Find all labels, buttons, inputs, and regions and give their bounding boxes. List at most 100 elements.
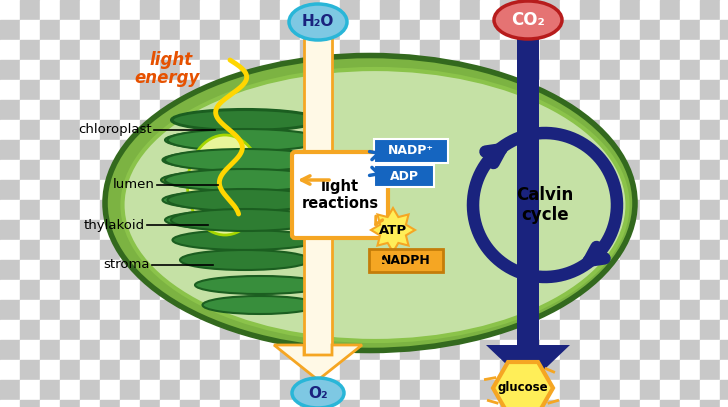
Bar <box>440 120 460 140</box>
Bar <box>720 80 728 100</box>
Bar <box>300 180 320 200</box>
Text: energy: energy <box>135 69 200 87</box>
Bar <box>260 140 280 160</box>
Bar <box>60 100 80 120</box>
Bar <box>380 400 400 407</box>
Bar <box>640 240 660 260</box>
Bar <box>220 120 240 140</box>
Bar <box>720 220 728 240</box>
Bar <box>120 140 140 160</box>
Bar <box>720 40 728 60</box>
Bar <box>400 200 420 220</box>
Bar <box>660 340 680 360</box>
Bar <box>680 260 700 280</box>
Bar <box>380 120 400 140</box>
Bar <box>560 200 580 220</box>
Bar <box>40 180 60 200</box>
Ellipse shape <box>494 1 562 39</box>
Bar <box>680 160 700 180</box>
Bar <box>580 280 600 300</box>
Bar <box>340 140 360 160</box>
Bar <box>160 80 180 100</box>
Bar <box>220 340 240 360</box>
Bar <box>460 280 480 300</box>
Bar <box>520 20 540 40</box>
Bar <box>680 320 700 340</box>
Bar <box>480 180 500 200</box>
Bar <box>680 400 700 407</box>
Bar <box>360 40 380 60</box>
Bar <box>140 100 160 120</box>
Bar <box>540 300 560 320</box>
Bar <box>220 40 240 60</box>
Bar <box>260 120 280 140</box>
Bar <box>580 40 600 60</box>
Bar <box>400 300 420 320</box>
Bar <box>660 360 680 380</box>
Bar <box>300 320 320 340</box>
Bar <box>420 240 440 260</box>
Bar <box>260 380 280 400</box>
Bar <box>540 340 560 360</box>
Bar <box>700 360 720 380</box>
Bar <box>660 100 680 120</box>
Bar <box>360 60 380 80</box>
Bar <box>520 120 540 140</box>
Bar <box>120 380 140 400</box>
Bar <box>160 180 180 200</box>
Bar <box>520 320 540 340</box>
Bar <box>320 80 340 100</box>
Bar <box>360 100 380 120</box>
Bar <box>480 220 500 240</box>
Bar <box>580 160 600 180</box>
Bar <box>360 240 380 260</box>
Bar <box>500 120 520 140</box>
Bar <box>420 0 440 20</box>
Bar <box>360 360 380 380</box>
Bar <box>380 220 400 240</box>
Bar <box>700 400 720 407</box>
Bar <box>200 340 220 360</box>
Bar <box>260 0 280 20</box>
Bar <box>20 260 40 280</box>
Bar <box>300 160 320 180</box>
Bar <box>220 260 240 280</box>
Bar <box>360 220 380 240</box>
Bar <box>200 20 220 40</box>
Ellipse shape <box>162 190 328 210</box>
Bar <box>700 220 720 240</box>
Bar <box>260 60 280 80</box>
Bar <box>500 60 520 80</box>
Bar <box>40 140 60 160</box>
Bar <box>40 20 60 40</box>
Bar <box>440 340 460 360</box>
Bar <box>660 220 680 240</box>
Bar <box>660 300 680 320</box>
Bar <box>400 20 420 40</box>
Bar <box>260 340 280 360</box>
Bar <box>640 120 660 140</box>
Bar <box>440 320 460 340</box>
Bar <box>500 380 520 400</box>
Bar <box>360 200 380 220</box>
Bar <box>340 100 360 120</box>
Bar <box>180 60 200 80</box>
Bar <box>640 380 660 400</box>
Bar <box>120 280 140 300</box>
Bar <box>60 320 80 340</box>
Bar <box>240 220 260 240</box>
Bar <box>160 0 180 20</box>
Bar <box>140 0 160 20</box>
Bar <box>120 60 140 80</box>
Bar <box>480 20 500 40</box>
Bar <box>60 200 80 220</box>
Bar <box>240 200 260 220</box>
Bar <box>420 380 440 400</box>
Bar <box>160 140 180 160</box>
Bar <box>240 100 260 120</box>
Bar <box>560 80 580 100</box>
Bar <box>420 120 440 140</box>
Bar <box>620 20 640 40</box>
Ellipse shape <box>292 378 344 407</box>
Bar <box>540 220 560 240</box>
